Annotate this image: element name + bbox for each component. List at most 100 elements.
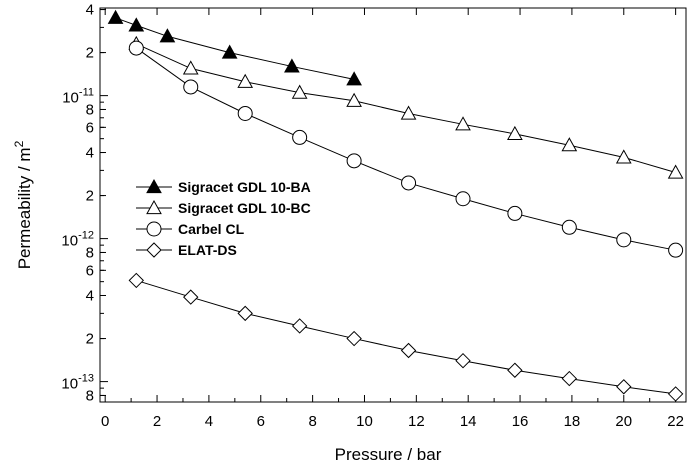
series-3 — [128, 40, 684, 258]
data-point — [346, 330, 362, 347]
data-point — [237, 73, 254, 88]
data-point — [561, 137, 578, 152]
data-point — [615, 149, 632, 164]
data-point — [507, 205, 523, 221]
data-point — [455, 116, 471, 131]
data-point — [291, 318, 308, 334]
x-tick-label: 6 — [257, 413, 265, 430]
data-point — [401, 175, 417, 191]
data-point — [221, 44, 238, 59]
legend-label: Sigracet GDL 10-BA — [178, 179, 311, 195]
series-2 — [128, 35, 684, 179]
series-line — [136, 279, 676, 395]
x-tick-label: 14 — [460, 413, 477, 430]
data-point — [183, 289, 199, 305]
y-minor-tick-label: 8 — [86, 101, 94, 118]
data-point — [182, 60, 199, 75]
data-point — [455, 191, 471, 207]
x-tick-label: 2 — [153, 413, 161, 430]
legend-item: Carbel CL — [136, 221, 245, 237]
legend-item: Sigracet GDL 10-BC — [136, 199, 311, 216]
y-tick-base: 10 — [61, 376, 78, 393]
data-point — [346, 153, 362, 169]
data-point — [346, 92, 362, 107]
y-minor-tick-label: 6 — [86, 262, 94, 279]
series-layer — [107, 9, 684, 402]
series-line — [115, 17, 355, 80]
legend: Sigracet GDL 10-BA Sigracet GDL 10-BC Carb… — [136, 178, 311, 258]
plot-border — [99, 7, 687, 403]
y-tick-base: 10 — [62, 90, 79, 107]
y-minor-tick-label: 2 — [86, 331, 94, 348]
x-tick-label: 0 — [101, 413, 109, 430]
data-point — [291, 84, 308, 99]
data-point — [561, 370, 578, 387]
plot-frame — [99, 7, 687, 403]
data-point — [292, 129, 308, 145]
legend-label: Sigracet GDL 10-BC — [178, 200, 311, 216]
y-axis-title-text: Permeability / m — [15, 147, 34, 269]
data-point — [455, 352, 471, 369]
y-tick-exponent: -12 — [78, 230, 94, 242]
data-point — [107, 9, 124, 24]
x-axis: 0 2 4 6 8 10 12 14 16 18 20 22 — [101, 8, 684, 430]
data-point — [507, 362, 523, 378]
x-tick-label: 18 — [564, 413, 581, 430]
data-point — [400, 342, 417, 359]
x-tick-label: 8 — [308, 413, 316, 430]
data-point — [561, 219, 577, 235]
x-tick-label: 10 — [356, 413, 373, 430]
y-axis-title-superscript: 2 — [12, 140, 26, 147]
y-minor-tick-label: 2 — [86, 45, 94, 62]
legend-marker — [146, 199, 162, 215]
legend-label: Carbel CL — [178, 221, 245, 237]
data-point — [346, 71, 362, 86]
y-minor-tick-label: 8 — [86, 244, 94, 261]
y-minor-tick-label: 2 — [86, 188, 94, 205]
data-point — [667, 164, 684, 179]
data-point — [400, 105, 417, 120]
legend-marker — [146, 221, 162, 237]
y-axis-title: Permeability / m2 — [12, 140, 34, 269]
series-line — [136, 47, 676, 251]
y-minor-tick-label: 6 — [86, 119, 94, 136]
y-tick-exponent: -13 — [78, 373, 94, 385]
series-line — [136, 43, 676, 173]
x-tick-label: 20 — [615, 413, 632, 430]
data-point — [668, 242, 684, 258]
data-point — [284, 58, 300, 73]
y-tick-exponent: -11 — [79, 87, 94, 99]
y-major-tick-label: 10-11 — [62, 87, 94, 107]
y-minor-tick-label: 4 — [86, 145, 94, 162]
x-axis-title: Pressure / bar — [335, 445, 442, 464]
data-point — [128, 40, 144, 56]
y-minor-tick-label: 4 — [86, 2, 94, 19]
legend-marker — [146, 178, 162, 194]
y-major-tick-label: 10-13 — [61, 373, 94, 393]
x-tick-label: 12 — [408, 413, 425, 430]
data-point — [667, 386, 684, 402]
data-point — [128, 17, 145, 32]
data-point — [237, 305, 253, 322]
data-point — [616, 232, 632, 248]
data-point — [128, 272, 145, 289]
legend-label: ELAT-DS — [178, 242, 237, 258]
x-tick-label: 4 — [205, 413, 213, 430]
y-tick-base: 10 — [61, 233, 78, 250]
data-point — [507, 125, 523, 140]
legend-item: Sigracet GDL 10-BA — [136, 178, 311, 195]
y-minor-tick-label: 4 — [86, 288, 94, 305]
x-tick-label: 16 — [512, 413, 529, 430]
legend-item: ELAT-DS — [136, 242, 237, 258]
legend-marker — [146, 242, 162, 258]
data-point — [183, 79, 199, 95]
data-point — [616, 379, 632, 395]
data-point — [159, 28, 176, 43]
y-minor-tick-label: 8 — [86, 387, 94, 404]
data-point — [237, 105, 253, 121]
y-major-tick-label: 10-12 — [61, 230, 94, 250]
series-1 — [107, 9, 362, 86]
x-tick-label: 22 — [667, 413, 684, 430]
